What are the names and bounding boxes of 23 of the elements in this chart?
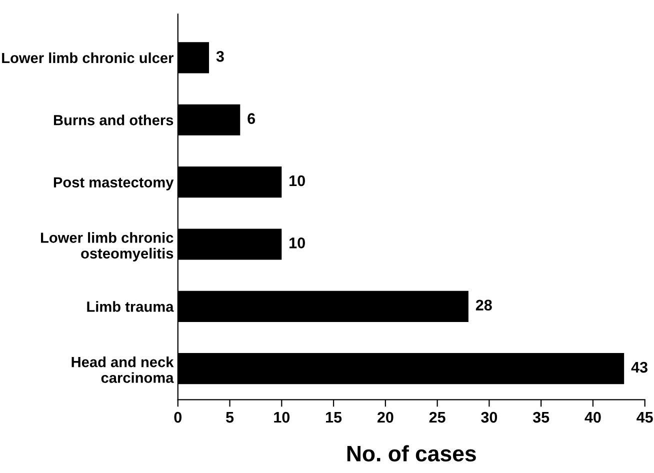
x-tick-label: 0 — [174, 412, 182, 423]
data-label: 10 — [290, 238, 305, 248]
data-label: 43 — [631, 362, 648, 373]
x-tick-label: 5 — [226, 412, 234, 423]
x-tick-label: 20 — [377, 412, 394, 423]
y-tick-label: Limb trauma — [87, 301, 174, 312]
x-tick-label: 15 — [326, 412, 342, 423]
x-tick-label: 45 — [636, 412, 653, 423]
x-tick-label: 35 — [532, 412, 550, 423]
x-tick-label: 25 — [429, 412, 446, 423]
y-tick-label: Lower limb chronic ulcer — [2, 52, 174, 64]
y-tick-label: Lower limb chronic osteomyelitis — [41, 232, 174, 262]
x-tick-label: 10 — [274, 412, 290, 423]
data-label: 3 — [216, 50, 224, 62]
x-tick-label: 40 — [584, 412, 601, 423]
data-label: 28 — [476, 300, 492, 311]
y-tick-label: Burns and others — [54, 114, 174, 126]
y-tick-label: Head and neck carcinoma — [72, 356, 174, 383]
x-axis-title: No. of cases — [347, 445, 476, 462]
data-label: 10 — [290, 175, 305, 186]
x-tick-label: 30 — [481, 412, 498, 423]
y-tick-label: Post mastectomy — [54, 177, 174, 190]
data-label: 6 — [248, 113, 256, 124]
